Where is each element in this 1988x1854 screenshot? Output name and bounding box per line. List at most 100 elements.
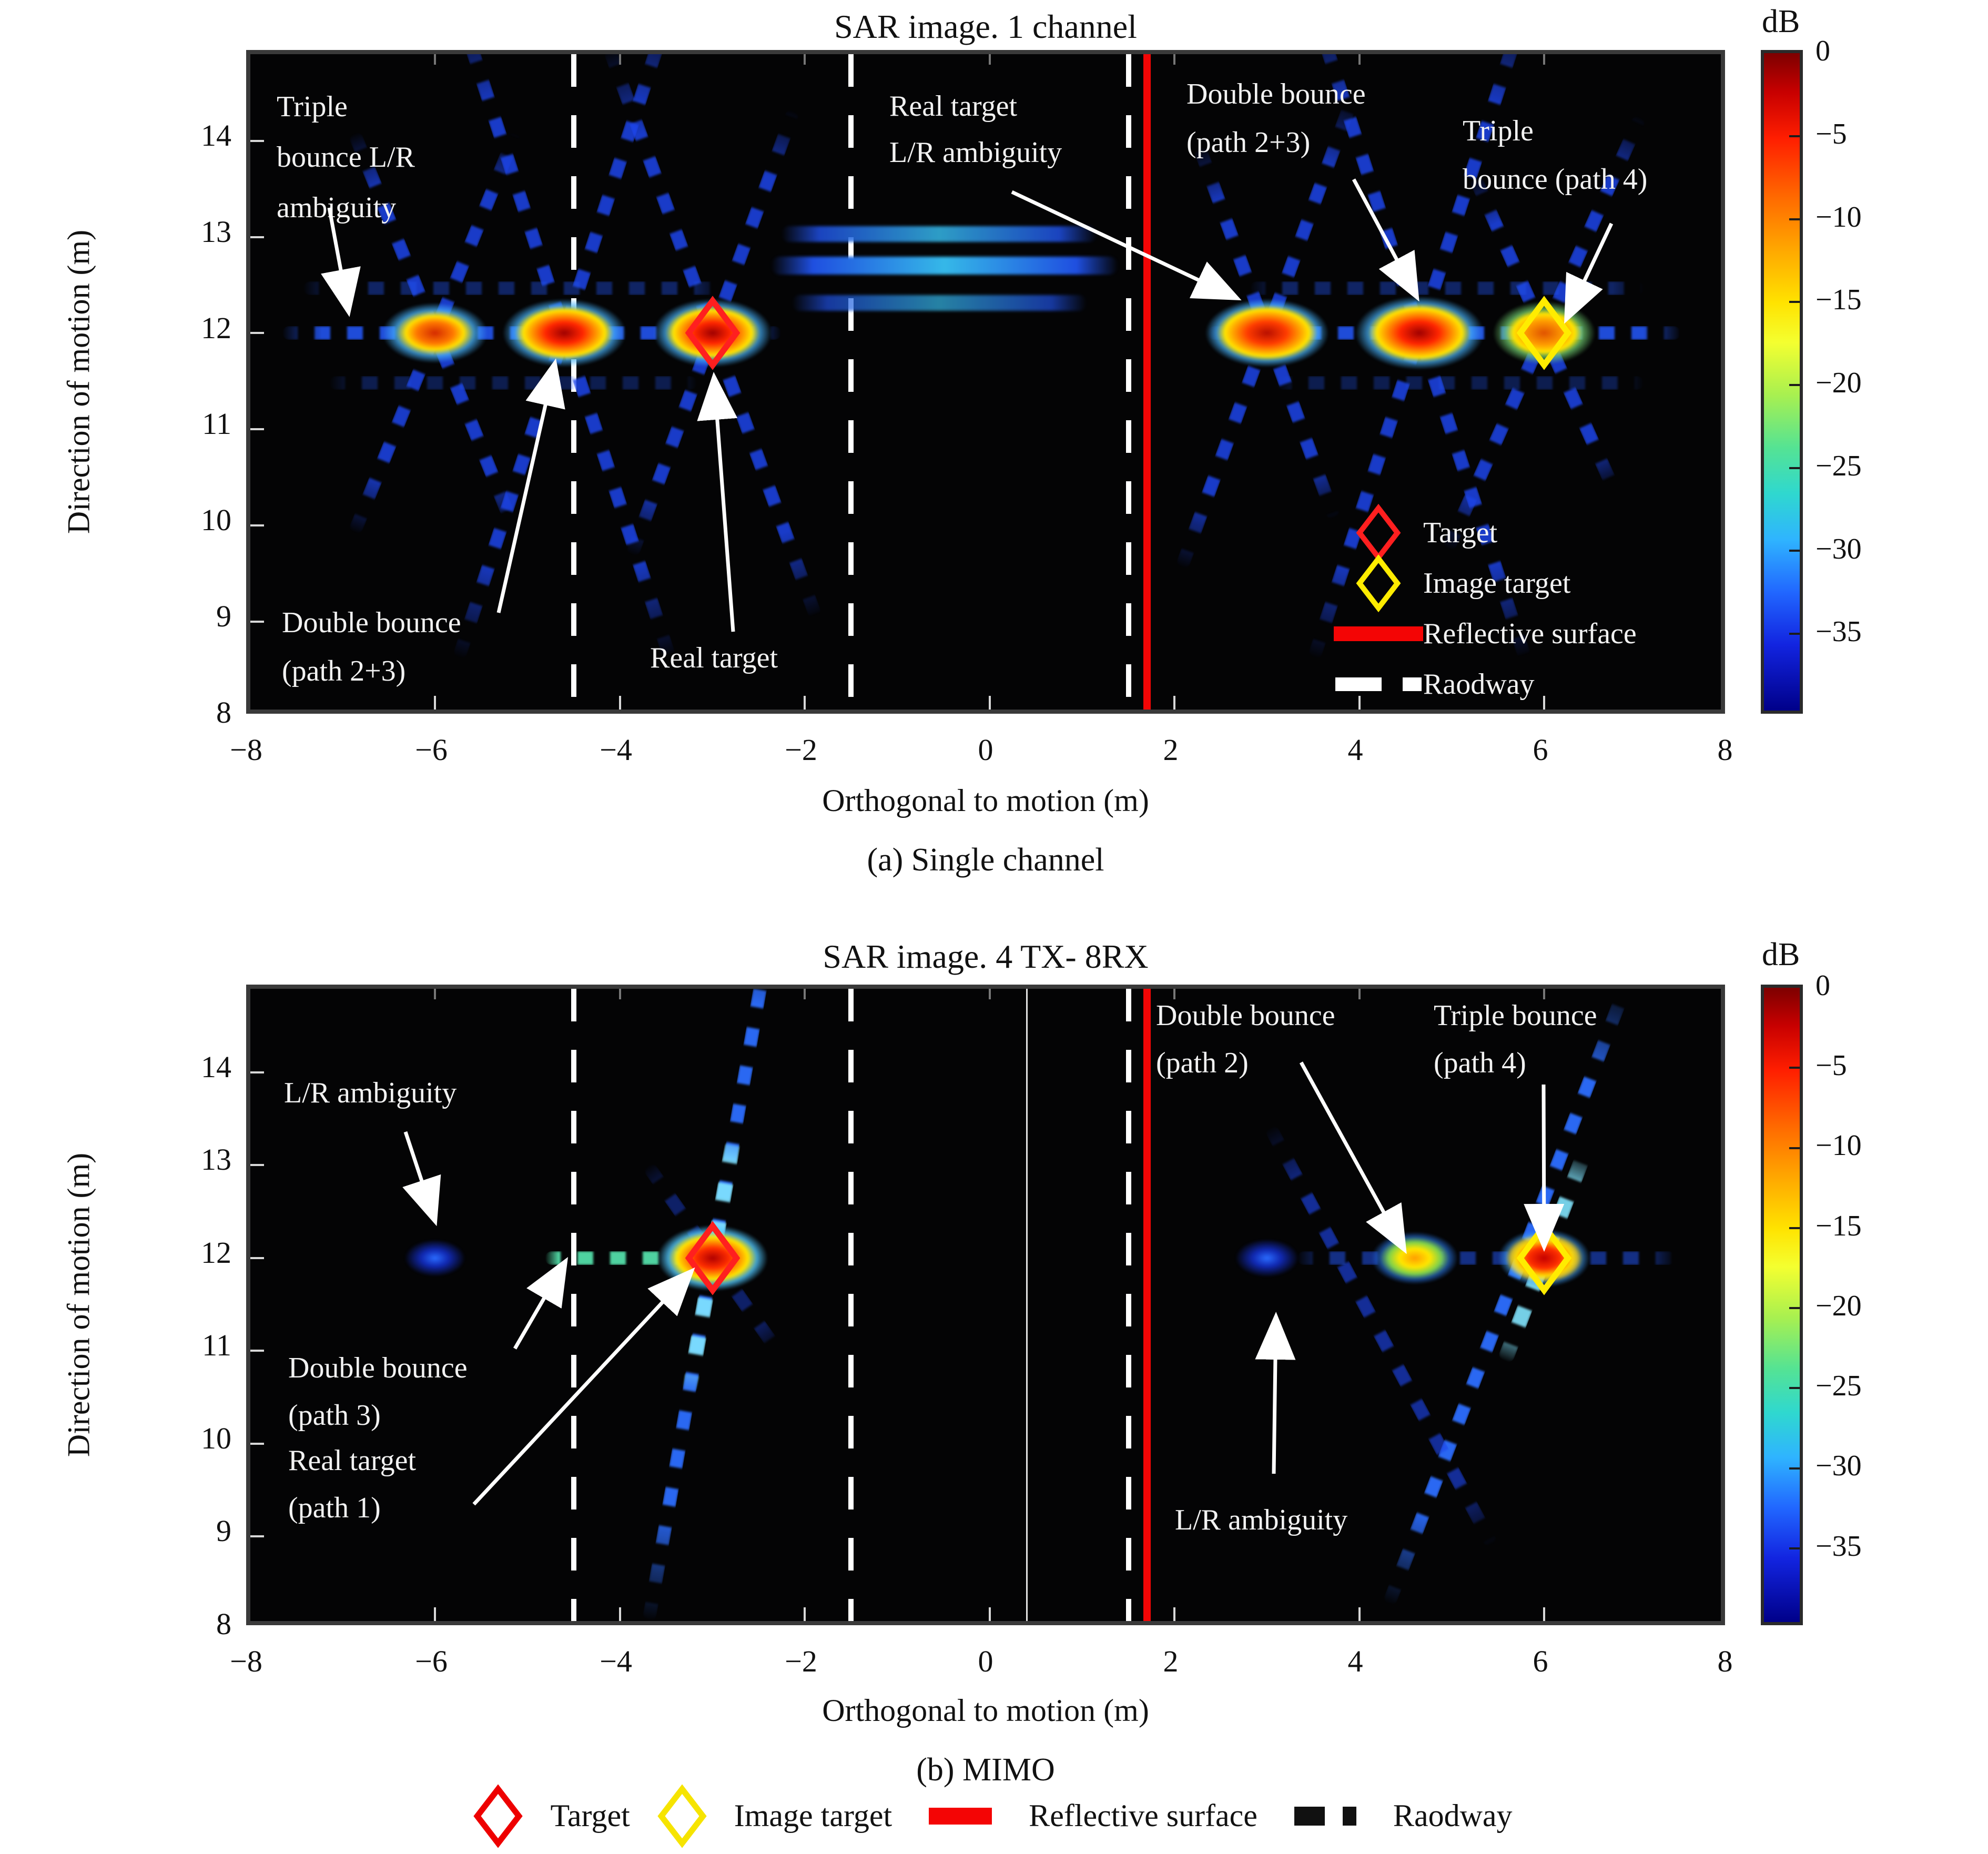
echo-blob [1355, 296, 1484, 370]
colorbar-b [1761, 985, 1803, 1625]
legend-label: Reflective surface [1423, 617, 1637, 650]
image-target-diamond-icon [1334, 554, 1423, 613]
axis-tick [1543, 1607, 1545, 1621]
legend-label: Image target [1423, 567, 1571, 600]
annotation-line: Real target [650, 642, 778, 674]
colorbar-tick [1789, 1387, 1800, 1389]
axis-tick [619, 1607, 621, 1621]
annotation-line: (path 4) [1434, 1047, 1526, 1079]
axis-tick [804, 989, 806, 999]
colorbar-tick-label: −15 [1815, 283, 1862, 316]
axis-tick [619, 696, 621, 710]
annotation-line: Double bounce [282, 606, 461, 639]
colorbar-tick-label: −30 [1815, 1450, 1862, 1482]
colorbar-tick [1789, 550, 1800, 552]
sidelobe-dot-row [1297, 1251, 1676, 1265]
annotation-double-bounce-path3: Double bounce (path 3) [288, 1344, 468, 1439]
bottom-legend: Target Image target Reflective surface R… [0, 1784, 1988, 1848]
axis-tick [1173, 54, 1175, 65]
colorbar-tick [1789, 1067, 1800, 1069]
x-tick-label: 0 [978, 1644, 993, 1678]
sidelobe-dot-row [1276, 376, 1644, 390]
reflective-surface-line-icon [1334, 626, 1423, 641]
colorbar-tick [1789, 135, 1800, 137]
x-tick-label: 8 [1717, 733, 1733, 767]
colorbar-tick-label: −5 [1815, 1049, 1847, 1082]
colorbar-tick-label: 0 [1815, 969, 1830, 1002]
axis-tick [250, 428, 264, 430]
annotation-line: (path 2+3) [1186, 126, 1311, 159]
annotation-arrow [1011, 190, 1242, 300]
echo-blob [1235, 1239, 1299, 1277]
axis-tick [1358, 989, 1361, 999]
target-diamond-icon [1334, 503, 1423, 562]
y-tick-label: 11 [202, 1328, 231, 1362]
colorbar-tick-label: −10 [1815, 1129, 1862, 1162]
axis-tick [250, 1350, 264, 1352]
ambiguity-arc [782, 226, 1097, 242]
annotation-line: (path 2+3) [282, 655, 406, 687]
x-tick-label: 6 [1533, 733, 1548, 767]
roadway-line [571, 989, 576, 1621]
colorbar-tick [1789, 1467, 1800, 1470]
annotation-line: L/R ambiguity [284, 1077, 457, 1109]
echo-blob [1205, 299, 1329, 367]
y-tick-label: 8 [216, 695, 231, 730]
annotation-lr-ambiguity-left: L/R ambiguity [284, 1068, 457, 1118]
axis-tick [250, 1071, 264, 1073]
y-tick-label: 9 [216, 599, 231, 633]
target-diamond-icon [473, 1784, 523, 1848]
roadway-line [848, 54, 854, 710]
annotation-line: L/R ambiguity [889, 136, 1062, 169]
axis-tick [989, 1607, 991, 1621]
x-tick-label: 0 [978, 733, 993, 767]
colorbar-tick-label: −30 [1815, 533, 1862, 565]
x-tick-label: −8 [230, 733, 262, 767]
annotation-real-target: Real target [650, 633, 778, 683]
panel-b-title: SAR image. 4 TX- 8RX [823, 938, 1149, 975]
x-tick-label: −4 [600, 1644, 632, 1678]
panel-b-ylabel: Direction of motion (m) [61, 1152, 96, 1457]
echo-blob [382, 302, 488, 363]
x-tick-label: 2 [1163, 1644, 1179, 1678]
colorbar-tick-label: −35 [1815, 615, 1862, 648]
annotation-arrow [472, 1267, 695, 1506]
legend-label: Raodway [1393, 1798, 1513, 1833]
ambiguity-arc [771, 257, 1118, 275]
annotation-triple-bounce-path4: Triple bounce (path 4) [1434, 992, 1597, 1087]
y-tick-label: 12 [201, 1235, 231, 1270]
axis-tick [250, 236, 264, 238]
roadway-line [1126, 54, 1131, 710]
axis-tick [619, 989, 621, 999]
y-tick-label: 10 [201, 1421, 231, 1455]
colorbar-tick [1789, 218, 1800, 220]
colorbar-tick-label: −20 [1815, 1290, 1862, 1322]
axis-tick [989, 54, 991, 65]
annotation-line: ambiguity [277, 191, 397, 224]
y-tick-label: 9 [216, 1514, 231, 1548]
annotation-double-bounce-right: Double bounce (path 2+3) [1186, 70, 1366, 167]
colorbar-tick [1789, 1547, 1800, 1549]
reflective-surface-line [1143, 989, 1151, 1621]
x-tick-label: 2 [1163, 733, 1179, 767]
y-tick-label: 12 [201, 311, 231, 345]
annotation-line: Double bounce [1156, 999, 1335, 1032]
panel-b-plot-area: L/R ambiguity Double bounce (path 3) Rea… [246, 985, 1725, 1625]
legend-row-image-target: Image target [1334, 554, 1721, 613]
annotation-real-target-lr: Real target L/R ambiguity [889, 83, 1062, 176]
colorbar-tick-label: −25 [1815, 1370, 1862, 1402]
colorbar-tick [1789, 1147, 1800, 1149]
axis-tick [250, 1164, 264, 1166]
annotation-arrow [1255, 1312, 1296, 1474]
panel-b-caption: (b) MIMO [916, 1752, 1055, 1788]
roadway-line [1126, 989, 1131, 1621]
colorbar-tick-label: −20 [1815, 367, 1862, 399]
annotation-line: bounce L/R [277, 141, 415, 174]
colorbar-tick-label: −25 [1815, 450, 1862, 482]
axis-tick [434, 696, 436, 710]
axis-tick [250, 621, 264, 623]
annotation-line: Real target [889, 90, 1018, 123]
colorbar-a [1761, 50, 1803, 714]
y-tick-label: 14 [201, 1050, 231, 1084]
